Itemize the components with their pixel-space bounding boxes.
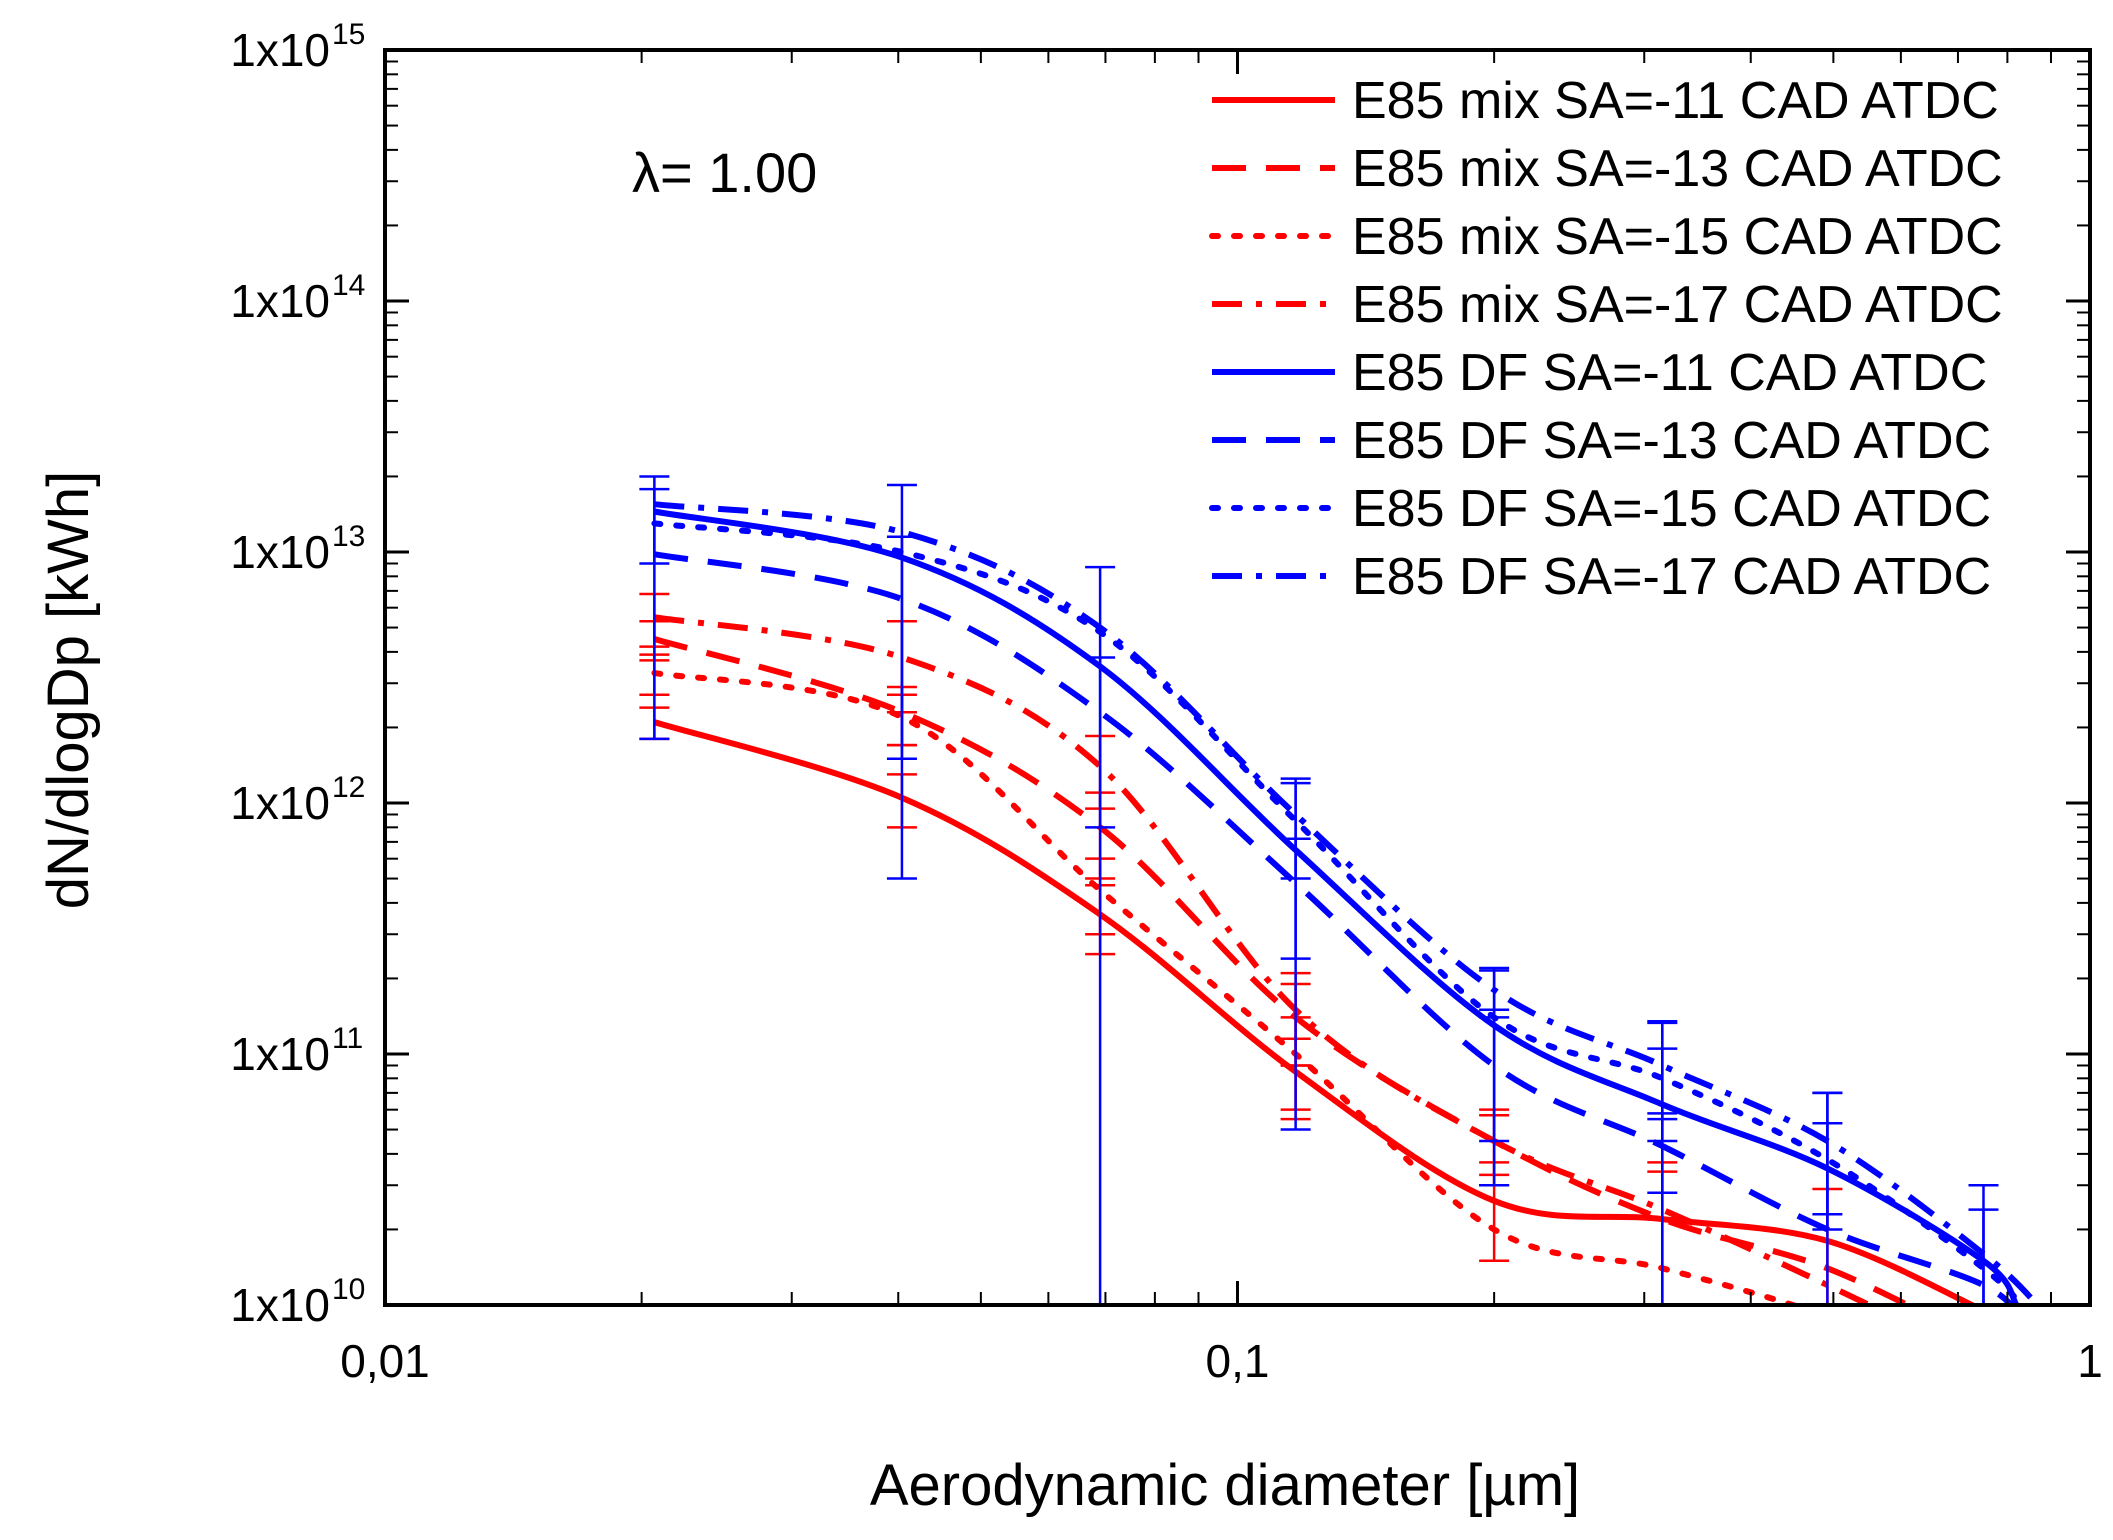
series-line-6 [653, 551, 2016, 1305]
y-tick-label: 1x10 [230, 1028, 330, 1080]
y-tick-exponent: 10 [332, 1273, 365, 1306]
series-line-7 [651, 520, 2025, 1305]
legend: E85 mix SA=-11 CAD ATDC E85 mix SA=-13 CA… [1209, 72, 2003, 606]
legend-label-6: E85 DF SA=-13 CAD ATDC [1352, 412, 1991, 470]
y-tick-label: 1x10 [230, 526, 330, 578]
legend-label-3: E85 mix SA=-15 CAD ATDC [1352, 208, 2003, 266]
y-tick-label: 1x10 [230, 24, 330, 76]
legend-label-4: E85 mix SA=-17 CAD ATDC [1352, 276, 2003, 334]
legend-label-8: E85 DF SA=-17 CAD ATDC [1352, 548, 1991, 606]
x-tick-label: 1 [2077, 1335, 2103, 1387]
y-tick-label: 1x10 [230, 1279, 330, 1331]
error-bar [1968, 1208, 1999, 1305]
y-tick-label: 1x10 [230, 777, 330, 829]
y-tick-exponent: 13 [332, 520, 365, 553]
lambda-annotation: λ= 1.00 [632, 141, 817, 204]
error-bar [1085, 656, 1116, 829]
legend-label-1: E85 mix SA=-11 CAD ATDC [1352, 72, 1999, 130]
x-tick-label: 0,1 [1206, 1335, 1270, 1387]
y-tick-exponent: 15 [332, 18, 365, 51]
error-bar [886, 535, 917, 761]
y-tick-exponent: 14 [332, 269, 365, 302]
error-bar [1812, 1091, 1843, 1231]
y-tick-exponent: 12 [332, 771, 365, 804]
lambda-value: = 1.00 [660, 141, 817, 204]
series-line-5 [653, 508, 2020, 1305]
x-axis: 0,01 0,1 1 [340, 50, 2103, 1387]
x-axis-title: Aerodynamic diameter [µm] [870, 1453, 1580, 1518]
x-tick-label: 0,01 [340, 1335, 430, 1387]
legend-label-2: E85 mix SA=-13 CAD ATDC [1352, 140, 2003, 198]
error-bar [1647, 1020, 1678, 1143]
error-bar [1280, 781, 1311, 880]
error-bar [1479, 966, 1510, 1019]
error-bar [639, 487, 670, 741]
legend-label-7: E85 DF SA=-15 CAD ATDC [1352, 480, 1991, 538]
legend-label-5: E85 DF SA=-11 CAD ATDC [1352, 344, 1987, 402]
lambda-symbol: λ [632, 141, 660, 204]
errorbar-layer [639, 475, 1999, 1305]
series-line-3 [651, 669, 1803, 1305]
y-axis-title: dN/dlogDp [kWh] [36, 471, 101, 909]
y-tick-exponent: 11 [332, 1022, 363, 1055]
y-tick-label: 1x10 [230, 275, 330, 327]
series-line-4 [653, 614, 1877, 1305]
